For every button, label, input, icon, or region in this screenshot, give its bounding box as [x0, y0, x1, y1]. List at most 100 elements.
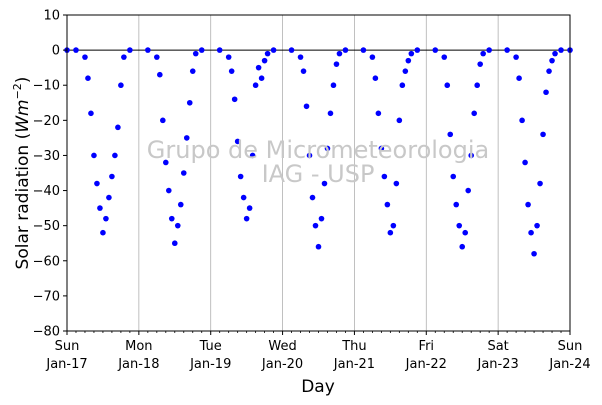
data-point	[546, 68, 552, 74]
y-axis-title-prefix: Solar radiation (	[13, 133, 33, 270]
data-point	[100, 229, 106, 236]
data-point	[330, 82, 337, 89]
data-point	[432, 47, 439, 53]
data-point	[121, 54, 127, 60]
data-point	[216, 47, 223, 53]
data-point	[390, 222, 397, 229]
data-point	[456, 222, 463, 229]
x-tick-date: Jan-18	[117, 357, 159, 372]
data-point	[85, 75, 91, 81]
x-axis-ticks: Sun Jan-17 Mon Jan-18 Tue Jan-19 Wed Jan-20 Thu J…	[45, 331, 591, 372]
data-point	[333, 61, 340, 67]
y-axis-title-exponent: −2	[11, 83, 24, 99]
data-point	[504, 47, 510, 53]
data-point	[513, 54, 519, 60]
data-point	[106, 194, 112, 201]
data-point	[145, 47, 151, 53]
data-point	[309, 194, 316, 201]
data-point	[477, 61, 483, 67]
y-axis-title: Solar radiation (Wm−2)	[11, 77, 33, 270]
data-point	[112, 152, 118, 159]
x-tick-weekday: Wed	[268, 339, 296, 354]
vertical-gridlines	[138, 15, 499, 331]
x-tick-date: Jan-19	[189, 357, 231, 372]
data-point	[91, 152, 97, 159]
data-point	[519, 117, 525, 124]
y-tick-label: −60	[33, 254, 60, 269]
data-point	[165, 187, 172, 194]
data-point	[540, 131, 546, 138]
data-point	[249, 152, 256, 159]
data-point	[198, 47, 205, 53]
data-point	[174, 222, 181, 229]
data-point	[324, 145, 331, 152]
x-tick-weekday: Fri	[419, 339, 435, 354]
data-point	[192, 50, 199, 57]
data-point	[231, 96, 238, 103]
x-tick-date: Jan-22	[405, 357, 447, 372]
data-point	[234, 138, 241, 145]
data-point	[459, 243, 466, 250]
data-point	[261, 57, 268, 64]
data-point	[408, 50, 415, 57]
data-point	[558, 47, 564, 53]
y-tick-label: −40	[33, 184, 60, 199]
data-point	[396, 117, 403, 124]
data-point	[115, 124, 121, 131]
data-point	[306, 152, 313, 159]
watermark-line2: IAG - USP	[262, 160, 375, 188]
data-point	[312, 222, 319, 229]
data-point	[318, 215, 325, 222]
data-point	[369, 54, 376, 60]
data-point	[375, 110, 382, 117]
data-point	[168, 215, 175, 222]
data-point	[264, 50, 271, 57]
data-point	[402, 68, 409, 74]
data-point	[228, 68, 235, 74]
data-point	[552, 50, 558, 57]
y-tick-label: −30	[33, 149, 60, 164]
data-point	[109, 173, 115, 180]
data-point	[315, 243, 322, 250]
data-point	[243, 215, 250, 222]
data-point	[531, 250, 537, 257]
y-tick-label: −70	[33, 289, 60, 304]
data-point	[103, 215, 109, 222]
data-point	[378, 145, 385, 152]
y-axis-ticks: 10 0 −10 −20 −30 −40 −50 −60 −70 −80	[33, 9, 67, 340]
data-point	[543, 89, 549, 96]
data-point	[414, 47, 421, 53]
data-point	[94, 180, 100, 187]
data-point	[240, 194, 247, 201]
x-tick-weekday: Sun	[558, 339, 583, 354]
x-tick-date: Jan-23	[477, 357, 519, 372]
data-point	[127, 47, 133, 53]
data-point	[465, 187, 472, 194]
data-point	[297, 54, 304, 60]
data-point	[528, 229, 534, 236]
x-tick-weekday: Tue	[199, 339, 222, 354]
y-tick-label: 10	[43, 9, 60, 24]
data-point	[321, 180, 328, 187]
data-point	[157, 71, 163, 78]
x-tick-weekday: Mon	[125, 339, 152, 354]
data-point	[300, 68, 307, 74]
x-tick-date: Jan-24	[548, 357, 590, 372]
data-point	[163, 159, 169, 166]
y-tick-label: −10	[33, 79, 60, 94]
x-tick-weekday: Sat	[487, 339, 508, 354]
watermark-line1: Grupo de Micrometeorologia	[147, 136, 489, 164]
y-tick-label: −20	[33, 114, 60, 129]
data-point	[474, 82, 480, 89]
data-point	[462, 229, 469, 236]
data-point	[486, 47, 492, 53]
data-points	[64, 47, 573, 257]
data-point	[534, 222, 540, 229]
data-point	[160, 117, 166, 124]
data-point	[258, 75, 265, 81]
x-tick-date: Jan-21	[333, 357, 375, 372]
y-axis-title-unit: Wm	[13, 99, 33, 132]
data-point	[381, 173, 388, 180]
data-point	[252, 82, 259, 89]
